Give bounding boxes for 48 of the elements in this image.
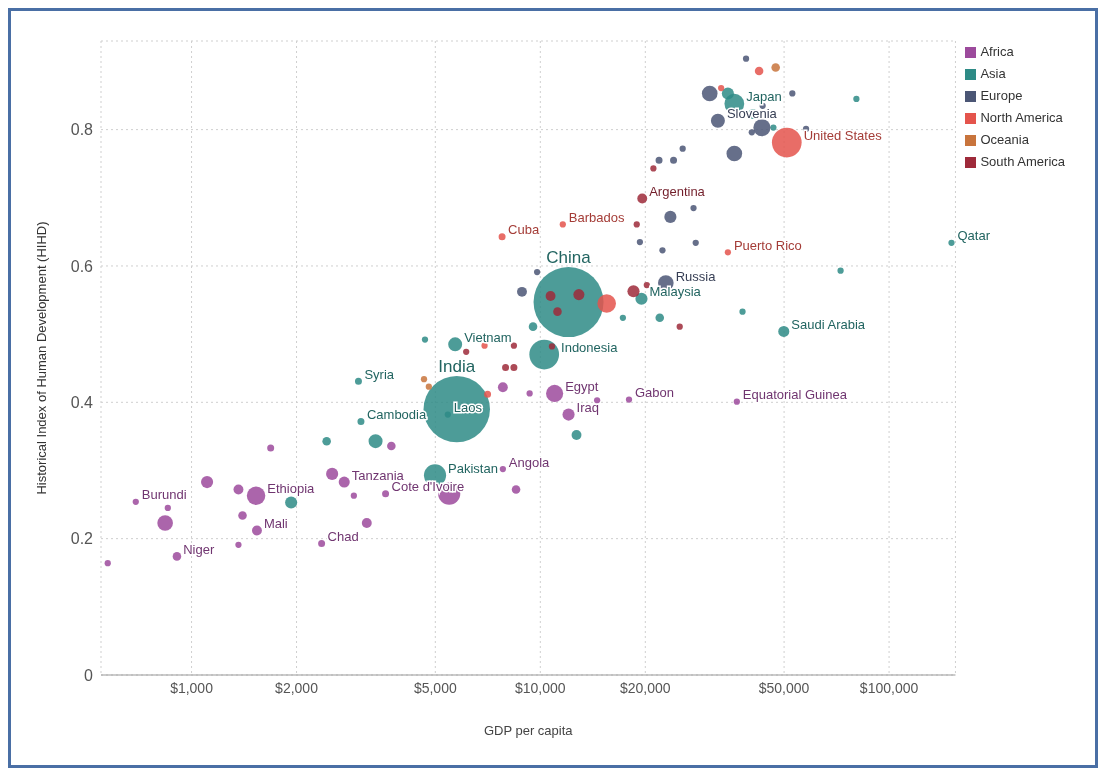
annotation: Qatar [957, 228, 991, 244]
annotation: Argentina [649, 184, 706, 200]
annotation: Equatorial Guinea [742, 387, 848, 403]
annotation: Puerto Rico [733, 237, 802, 253]
annotation: India [438, 356, 476, 376]
x-tick-label: $10,000 [515, 679, 566, 696]
annotation: Egypt [565, 379, 599, 395]
annotation: Malaysia [649, 284, 702, 300]
x-tick-label: $100,000 [859, 679, 919, 696]
annotation: Laos [453, 400, 483, 416]
y-tick-label: 0.2 [70, 530, 94, 548]
legend-label: North America [980, 110, 1063, 125]
legend-label: South America [980, 154, 1065, 169]
annotation: Ethiopia [267, 481, 316, 497]
annotation: Barbados [568, 210, 625, 225]
legend-label: Europe [980, 88, 1023, 103]
y-tick-label: 0.8 [70, 121, 94, 139]
legend-label: Asia [980, 66, 1006, 81]
annotation: Niger [183, 542, 215, 557]
annotation: Pakistan [448, 460, 498, 476]
legend-label: Oceania [980, 132, 1029, 147]
annotation: Vietnam [464, 329, 512, 345]
y-tick-label: 0.6 [70, 257, 94, 275]
x-tick-label: $50,000 [758, 679, 810, 696]
annotation: Saudi Arabia [791, 317, 866, 333]
annotation: Russia [675, 268, 717, 284]
annotation: United States [803, 128, 883, 144]
x-tick-label: $1,000 [170, 679, 214, 696]
y-tick-label: 0.4 [70, 393, 94, 411]
annotation: Indonesia [561, 340, 619, 356]
annotation: Chad [327, 529, 359, 545]
annotation: Angola [508, 454, 551, 470]
annotation: Mali [263, 516, 288, 532]
x-tick-label: $2,000 [275, 679, 319, 696]
x-tick-label: $5,000 [413, 679, 457, 696]
annotation: Japan [746, 89, 782, 105]
annotation: China [546, 248, 592, 268]
annotation: Tanzania [351, 467, 405, 483]
x-tick-label: $20,000 [619, 679, 671, 696]
annotation: Burundi [141, 487, 187, 503]
annotation: Gabon [635, 385, 675, 401]
annotation: Syria [364, 366, 395, 382]
y-axis-title: Historical Index of Human Development (HIHD) [33, 221, 49, 495]
annotation: Cuba [508, 222, 540, 238]
legend-label: Africa [980, 44, 1014, 59]
y-tick-label: 0 [84, 666, 94, 684]
x-axis-title: GDP per capita [483, 723, 574, 738]
annotation: Iraq [576, 400, 600, 416]
